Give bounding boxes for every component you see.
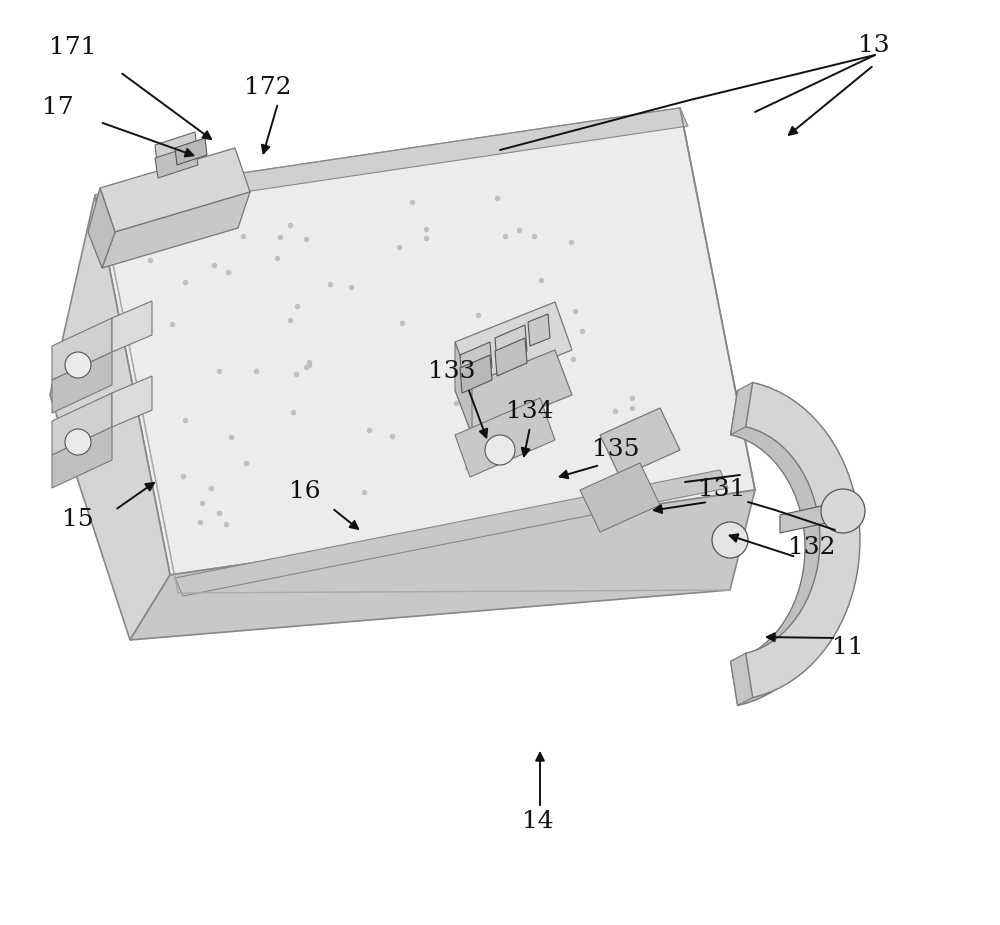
Circle shape xyxy=(821,489,865,533)
Circle shape xyxy=(65,429,91,455)
Polygon shape xyxy=(52,318,112,380)
Text: 13: 13 xyxy=(858,33,890,56)
Polygon shape xyxy=(95,108,755,575)
Polygon shape xyxy=(155,145,198,178)
Polygon shape xyxy=(455,342,472,435)
Polygon shape xyxy=(155,132,198,171)
Text: 17: 17 xyxy=(42,95,74,118)
Polygon shape xyxy=(100,148,250,232)
Text: 14: 14 xyxy=(522,810,554,833)
Polygon shape xyxy=(175,138,207,165)
Text: 11: 11 xyxy=(832,636,864,660)
Polygon shape xyxy=(495,338,527,376)
Text: 131: 131 xyxy=(698,478,746,501)
Text: 171: 171 xyxy=(49,35,97,58)
Polygon shape xyxy=(600,408,680,477)
Polygon shape xyxy=(95,108,688,213)
Circle shape xyxy=(65,352,91,378)
Polygon shape xyxy=(52,352,112,413)
Polygon shape xyxy=(495,325,527,364)
Polygon shape xyxy=(731,390,845,706)
Polygon shape xyxy=(460,342,492,381)
Polygon shape xyxy=(112,376,152,427)
Polygon shape xyxy=(175,470,728,596)
Circle shape xyxy=(712,522,748,558)
Text: 172: 172 xyxy=(244,77,292,100)
Polygon shape xyxy=(50,195,170,640)
Text: 134: 134 xyxy=(506,401,554,424)
Polygon shape xyxy=(746,382,860,697)
Polygon shape xyxy=(528,314,550,346)
Polygon shape xyxy=(88,188,115,268)
Polygon shape xyxy=(112,301,152,352)
Text: 132: 132 xyxy=(788,536,836,559)
Text: 16: 16 xyxy=(289,480,321,503)
Polygon shape xyxy=(780,502,840,533)
Polygon shape xyxy=(731,382,753,435)
Polygon shape xyxy=(455,302,572,390)
Text: 15: 15 xyxy=(62,509,94,532)
Polygon shape xyxy=(455,398,555,477)
Circle shape xyxy=(485,435,515,465)
Polygon shape xyxy=(460,355,492,393)
Text: 133: 133 xyxy=(428,361,476,384)
Polygon shape xyxy=(455,350,572,435)
Polygon shape xyxy=(580,463,660,532)
Polygon shape xyxy=(130,490,755,640)
Polygon shape xyxy=(731,653,753,706)
Polygon shape xyxy=(52,393,112,455)
Polygon shape xyxy=(52,427,112,488)
Text: 135: 135 xyxy=(592,438,640,462)
Polygon shape xyxy=(102,192,250,268)
